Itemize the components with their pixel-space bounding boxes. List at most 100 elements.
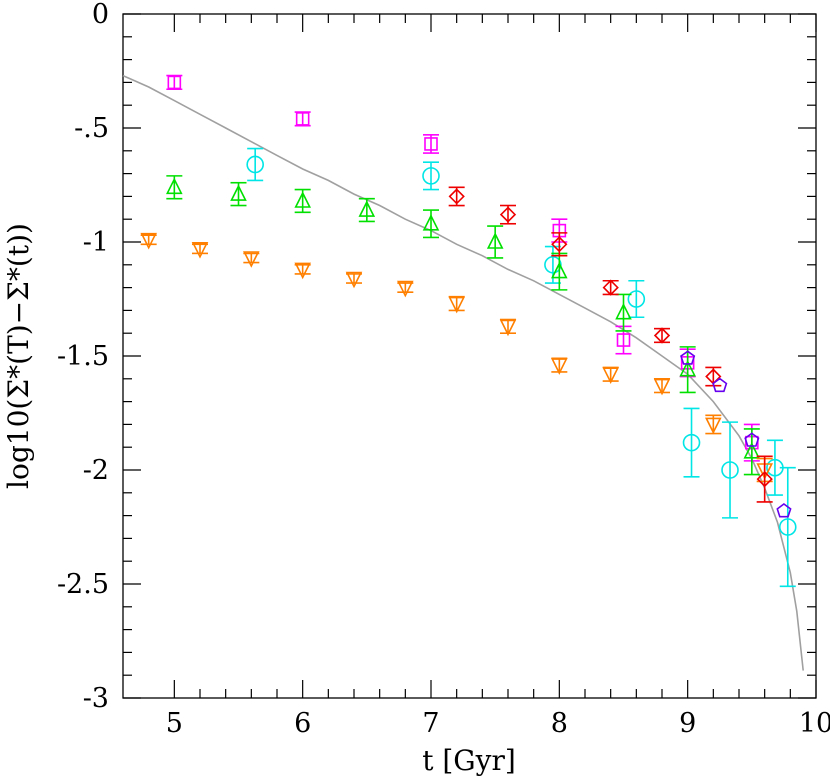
marker-diamond	[602, 279, 619, 296]
data-point	[682, 407, 701, 478]
y-axis-title: log10(Σ*(T)−Σ*(t))	[2, 223, 35, 489]
marker-triangle-down	[140, 232, 157, 250]
marker-triangle-up	[679, 359, 696, 377]
marker-circle	[721, 461, 739, 479]
data-point	[294, 111, 311, 127]
axis-ticks	[123, 13, 817, 699]
marker-diamond	[756, 470, 773, 488]
x-tick-labels: 5 6 7 8 9 10	[166, 708, 830, 739]
series-diamond	[448, 186, 773, 503]
marker-square	[167, 75, 182, 90]
data-point	[191, 242, 209, 259]
data-point	[448, 186, 465, 207]
data-point	[499, 204, 517, 225]
y-tick-label: -2	[83, 455, 109, 486]
marker-triangle-down	[397, 280, 414, 298]
data-point	[345, 271, 363, 289]
data-point	[551, 232, 568, 257]
marker-triangle-down	[191, 242, 209, 259]
data-point	[653, 377, 671, 396]
data-point	[756, 455, 773, 503]
marker-pentagon	[744, 432, 760, 447]
marker-triangle-up	[551, 261, 568, 279]
data-point	[166, 74, 183, 91]
x-tick-label: 8	[551, 708, 568, 739]
y-tick-label: -1.5	[57, 341, 109, 372]
marker-square	[295, 112, 310, 126]
data-point	[653, 327, 671, 344]
x-tick-label: 10	[799, 708, 830, 739]
marker-pentagon	[680, 350, 696, 365]
marker-diamond	[653, 327, 671, 344]
marker-triangle-down	[551, 358, 568, 375]
marker-diamond	[551, 236, 568, 253]
marker-triangle-down	[345, 271, 363, 289]
marker-triangle-down	[653, 378, 671, 396]
data-point	[166, 175, 183, 200]
marker-triangle-up	[230, 184, 247, 201]
marker-triangle-up	[422, 214, 440, 231]
marker-square	[424, 137, 438, 151]
series-circle	[246, 147, 797, 588]
marker-circle	[246, 155, 264, 174]
data-point	[743, 428, 761, 476]
plot-frame	[122, 13, 817, 699]
marker-circle	[544, 255, 562, 274]
data-point	[602, 279, 619, 296]
marker-triangle-up	[743, 442, 761, 459]
marker-circle	[627, 290, 646, 308]
marker-triangle-down	[448, 296, 465, 314]
data-point	[294, 262, 311, 280]
marker-triangle-up	[358, 200, 376, 217]
series-triangle-up	[166, 175, 761, 476]
y-tick-label: 0	[92, 0, 109, 30]
data-point	[230, 181, 247, 207]
data-point	[778, 466, 797, 588]
marker-triangle-up	[294, 191, 311, 208]
y-tick-labels: 0 -.5 -1 -1.5 -2 -2.5 -3	[57, 0, 109, 714]
data-point	[397, 280, 414, 298]
marker-triangle-down	[243, 251, 260, 268]
data-point	[486, 225, 504, 259]
y-tick-label: -2.5	[57, 569, 109, 600]
data-point	[499, 318, 517, 337]
data-point	[448, 295, 465, 314]
x-axis-title: t [Gyr]	[422, 744, 516, 777]
data-point	[551, 252, 568, 291]
data-series	[140, 74, 797, 588]
data-point	[243, 251, 260, 268]
data-point	[776, 503, 792, 518]
data-point	[721, 421, 739, 519]
marker-triangle-down	[294, 262, 311, 280]
data-point	[422, 161, 440, 191]
series-triangle-down	[140, 232, 773, 483]
marker-triangle-up	[166, 177, 183, 195]
data-point	[422, 209, 440, 239]
marker-circle	[778, 518, 797, 536]
data-point	[602, 366, 619, 384]
y-tick-label: -1	[83, 227, 109, 258]
marker-pentagon	[776, 503, 792, 518]
marker-pentagon	[712, 377, 728, 393]
data-point	[744, 432, 760, 447]
y-tick-label: -.5	[74, 113, 109, 144]
marker-diamond	[499, 206, 517, 223]
marker-circle	[422, 167, 440, 185]
model-curve-line	[122, 74, 804, 671]
data-point	[551, 357, 568, 375]
x-tick-label: 9	[679, 708, 696, 739]
marker-triangle-down	[705, 417, 722, 435]
marker-triangle-up	[615, 302, 632, 320]
data-point	[358, 197, 376, 223]
x-tick-label: 7	[422, 708, 439, 739]
data-point	[246, 147, 264, 182]
data-point	[705, 414, 722, 435]
series-square	[166, 74, 760, 462]
series-pentagon	[680, 350, 792, 518]
data-point	[680, 350, 696, 365]
marker-square	[616, 333, 631, 347]
marker-diamond	[448, 188, 465, 205]
marker-triangle-down	[602, 367, 619, 384]
data-point	[679, 346, 696, 394]
